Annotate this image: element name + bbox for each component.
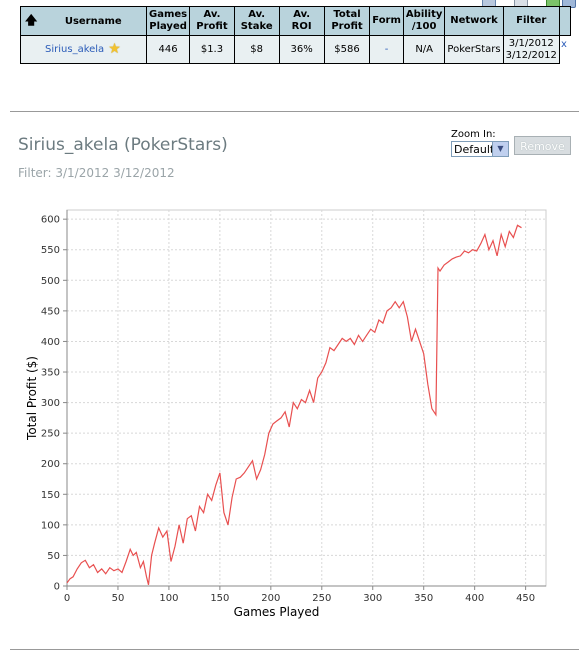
table-header-row: 🡅 Username Games Played Av. Profit Av. Stak… xyxy=(20,6,572,36)
x-tick-label: 200 xyxy=(261,593,280,604)
header-ability[interactable]: Ability/100 xyxy=(402,6,446,36)
header-form[interactable]: Form xyxy=(369,6,404,36)
header-filter[interactable]: Filter xyxy=(502,6,560,36)
y-tick-label: 600 xyxy=(41,215,60,226)
divider-bottom xyxy=(10,649,579,650)
y-axis-label: Total Profit ($) xyxy=(25,356,39,441)
username-cell[interactable]: Sirius_akela ★ xyxy=(20,35,147,64)
av-profit-value: $1.3 xyxy=(189,35,235,64)
sort-username-header[interactable]: 🡅 Username xyxy=(20,6,147,36)
y-tick-label: 0 xyxy=(54,582,60,593)
sort-arrow-up-icon[interactable]: 🡅 xyxy=(25,13,38,27)
header-username[interactable]: Username xyxy=(64,16,122,27)
row-spacer xyxy=(558,35,571,64)
y-tick-label: 500 xyxy=(41,276,60,287)
username-link[interactable]: Sirius_akela xyxy=(45,44,105,55)
player-title: Sirius_akela (PokerStars) xyxy=(18,135,228,155)
y-tick-label: 150 xyxy=(41,490,60,501)
zoom-label: Zoom In: xyxy=(451,129,496,140)
x-tick-label: 150 xyxy=(210,593,229,604)
y-tick-label: 250 xyxy=(41,429,60,440)
y-tick-label: 400 xyxy=(41,337,60,348)
y-tick-label: 550 xyxy=(41,245,60,256)
divider-top xyxy=(10,111,579,112)
favorite-star-icon[interactable]: ★ xyxy=(108,41,121,57)
player-stats-table: 🡅 Username Games Played Av. Profit Av. Stak… xyxy=(20,6,572,64)
x-tick-label: 0 xyxy=(64,593,70,604)
header-spacer xyxy=(558,6,572,36)
header-av-roi[interactable]: Av. ROI xyxy=(278,6,325,36)
remove-player-link[interactable]: x xyxy=(561,39,567,50)
x-tick-label: 250 xyxy=(312,593,331,604)
ability-value: N/A xyxy=(402,35,446,64)
x-tick-label: 350 xyxy=(414,593,433,604)
filter-value: 3/1/2012 3/12/2012 xyxy=(502,35,560,64)
x-tick-label: 300 xyxy=(363,593,382,604)
header-av-stake[interactable]: Av. Stake xyxy=(233,6,280,36)
total-profit-value: $586 xyxy=(323,35,371,64)
x-tick-label: 100 xyxy=(159,593,178,604)
remove-button[interactable]: Remove xyxy=(514,136,571,155)
chevron-down-icon[interactable]: ▼ xyxy=(492,142,508,156)
av-stake-value: $8 xyxy=(233,35,280,64)
table-row: Sirius_akela ★ 446 $1.3 $8 36% $586 - N/A… xyxy=(20,35,571,64)
y-tick-label: 300 xyxy=(41,398,60,409)
header-network[interactable]: Network xyxy=(444,6,504,36)
y-tick-label: 100 xyxy=(41,520,60,531)
filter-text: Filter: 3/1/2012 3/12/2012 xyxy=(18,166,175,180)
zoom-select[interactable]: Default ▼ xyxy=(451,141,509,157)
x-tick-label: 50 xyxy=(112,593,125,604)
form-value: - xyxy=(369,35,404,64)
y-tick-label: 200 xyxy=(41,459,60,470)
header-games-played[interactable]: Games Played xyxy=(145,6,191,36)
y-tick-label: 450 xyxy=(41,306,60,317)
av-roi-value: 36% xyxy=(278,35,325,64)
y-tick-label: 350 xyxy=(41,368,60,379)
games-played-value: 446 xyxy=(145,35,191,64)
zoom-select-value: Default xyxy=(454,143,495,156)
header-av-profit[interactable]: Av. Profit xyxy=(189,6,235,36)
x-axis-label: Games Played xyxy=(234,605,320,619)
header-total-profit[interactable]: Total Profit xyxy=(323,6,371,36)
x-tick-label: 400 xyxy=(465,593,484,604)
profit-series-line xyxy=(66,224,522,585)
y-tick-label: 50 xyxy=(47,551,60,562)
profit-chart: 0 50 100 150 200 250 300 350 400 450 500 550 600 0 50 1… xyxy=(25,209,547,619)
network-value: PokerStars xyxy=(444,35,504,64)
x-tick-label: 450 xyxy=(516,593,535,604)
